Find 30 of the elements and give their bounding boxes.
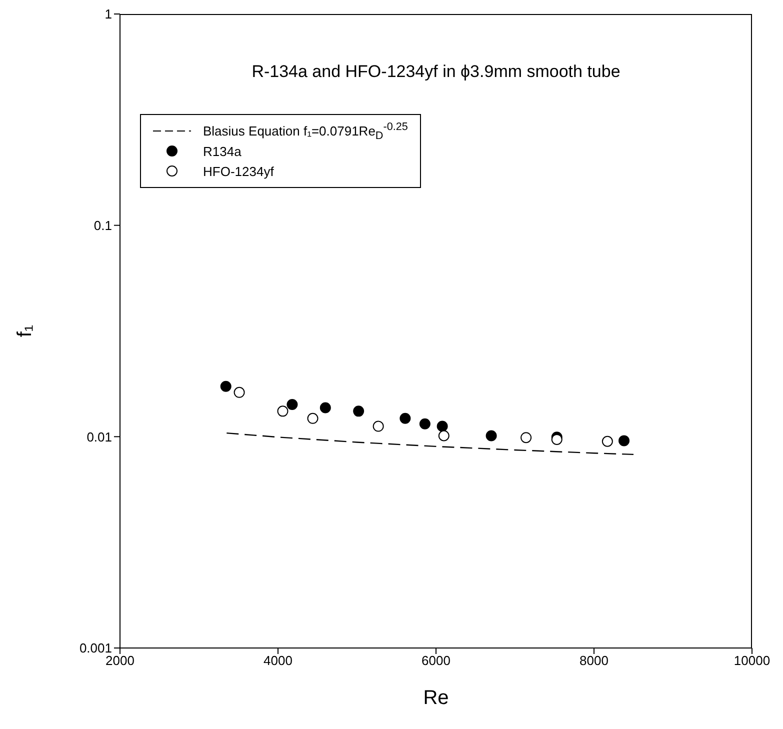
point [307,412,318,424]
point [234,386,245,398]
y-tick-label: 0.1 [94,218,112,233]
point [286,398,298,410]
y-tick-label: 0.01 [86,429,112,444]
point [419,418,430,430]
y-tick-label: 0.001 [79,640,112,656]
x-tick-label: 8000 [580,653,608,668]
point [220,380,232,392]
point [520,432,532,444]
x-tick-label: 4000 [264,653,292,668]
point [602,436,613,447]
point [372,420,384,432]
point [486,430,497,442]
legend-label: HFO-1234yf [203,164,274,178]
text: R-134a and HFO-1234yf in ϕ3.9mm smooth tube [250,62,622,82]
point [436,420,448,432]
x-tick-label: 2000 [106,653,134,668]
x-axis-title: Re [422,687,450,710]
point [277,406,288,417]
legend-label: R134a [203,144,242,158]
y-axis-title: f₁ [14,324,37,340]
line-series [226,432,634,456]
point [320,402,331,414]
point [400,412,411,424]
x-tick-label: 10000 [734,653,770,668]
point [618,435,630,446]
x-tick-label: 6000 [422,653,450,668]
y-tick-label: 1 [104,6,112,22]
point [353,406,364,417]
